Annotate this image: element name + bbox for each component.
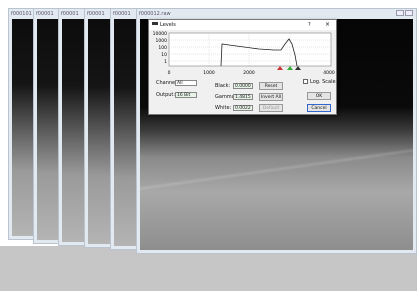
output-label: Output: [156,92,175,98]
channel-dropdown[interactable]: All [175,80,197,86]
dialog-titlebar: Levels ? × [149,20,336,30]
y-axis-label: 1000 [156,38,168,44]
dialog-title: Levels [160,22,176,28]
maximize-button[interactable] [405,10,413,16]
minimize-button[interactable] [396,10,404,16]
y-axis-label: 1 [164,59,167,65]
x-axis-label: 0 [168,70,171,76]
x-axis-label: 1000 [203,70,215,76]
log-scale-label: Log. Scale [310,79,336,85]
help-button[interactable]: ? [308,22,311,28]
white-input[interactable]: 0.0022 [233,105,253,111]
invert-button[interactable]: Invert All [259,93,283,101]
y-axis-label: 10000 [153,31,167,37]
black-input[interactable]: 0.0000 [233,83,253,89]
cancel-button[interactable]: Cancel [307,104,331,112]
gamma-input[interactable]: 1.4815 [233,94,253,100]
white-marker[interactable] [295,66,301,70]
window-title: f000012.raw [137,9,416,19]
reset-button[interactable]: Reset [259,82,283,90]
white-label: White: [215,105,231,111]
black-marker[interactable] [277,66,283,70]
histogram: 10000 1000 100 10 1 0 1000 2000 4000 [149,30,338,76]
gamma-marker[interactable] [287,66,293,70]
levels-dialog: Levels ? × 10000 1000 100 10 1 0 1 [148,19,337,115]
x-axis-label: 2000 [243,70,255,76]
dialog-icon [152,22,158,25]
default-button[interactable]: Default [259,104,283,112]
screen: f000101 f00001 f00001 f00001 f00001 f000… [0,0,417,291]
black-label: Black: [215,83,230,89]
output-dropdown[interactable]: 16 Bit [175,92,197,98]
x-axis-label: 4000 [323,70,335,76]
log-scale-checkbox[interactable] [303,79,308,84]
close-button[interactable]: × [325,21,330,28]
y-axis-label: 10 [161,52,167,58]
y-axis-label: 100 [158,45,167,51]
ok-button[interactable]: OK [307,92,331,100]
